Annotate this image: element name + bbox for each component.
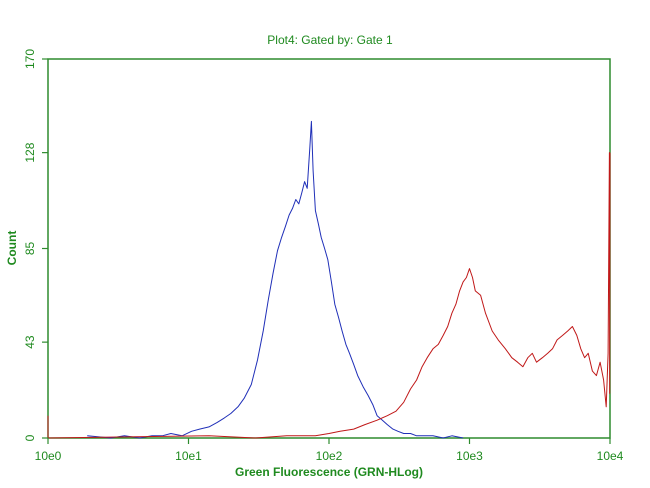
x-axis-ticks: 10e0 10e1 10e2 10e3 10e4: [35, 438, 624, 463]
x-tick-label: 10e0: [35, 449, 62, 463]
y-tick-label: 128: [23, 142, 37, 162]
y-tick-label: 85: [23, 242, 37, 256]
y-tick-label: 170: [23, 49, 37, 69]
histogram-series-blue: [87, 120, 464, 439]
y-axis-label: Count: [5, 231, 19, 266]
x-tick-label: 10e1: [175, 449, 202, 463]
chart-title: Plot4: Gated by: Gate 1: [267, 33, 393, 47]
y-tick-label: 43: [23, 335, 37, 349]
series-layer: [47, 120, 611, 439]
x-tick-label: 10e2: [316, 449, 343, 463]
y-tick-label: 0: [23, 434, 37, 441]
y-axis-ticks: 0 43 85 128 170: [23, 49, 48, 441]
x-tick-label: 10e4: [597, 449, 624, 463]
x-axis-label: Green Fluorescence (GRN-HLog): [235, 465, 423, 479]
histogram-series-red: [47, 152, 611, 439]
x-tick-label: 10e3: [456, 449, 483, 463]
plot-frame: [47, 58, 611, 439]
